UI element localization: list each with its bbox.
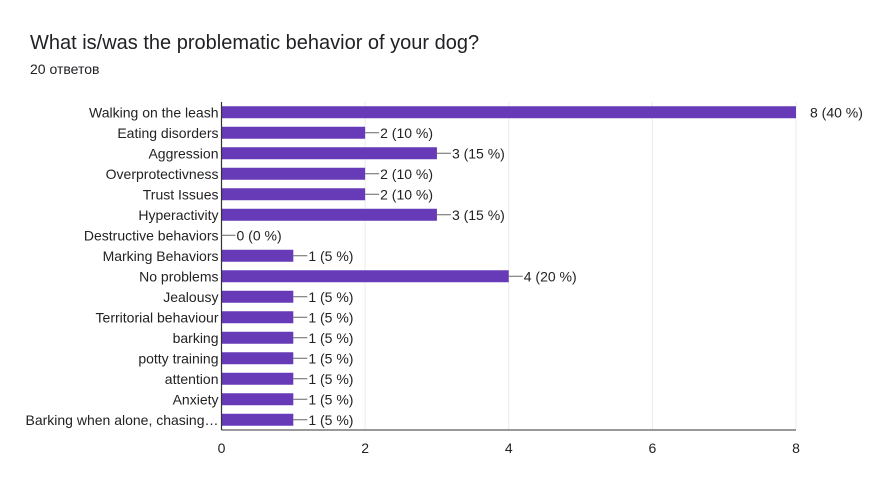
data-label-5: 3 (15 %): [452, 207, 505, 223]
data-label-8: 4 (20 %): [524, 268, 577, 284]
category-label-15: Barking when alone, chasing…: [25, 412, 218, 428]
category-label-6: Destructive behaviors: [84, 227, 219, 243]
x-tick-label-6: 6: [648, 440, 656, 456]
bar-8: [221, 270, 509, 283]
data-label-7: 1 (5 %): [308, 248, 353, 264]
labels: 0 2 4 6 8 Walking on the leash 8 (40 %) Eating …: [25, 104, 862, 456]
data-label-12: 1 (5 %): [308, 350, 353, 366]
response-count: 20 ответов: [30, 61, 100, 77]
category-label-3: Overprotectivness: [106, 166, 219, 182]
bar-7: [221, 249, 294, 262]
bar-2: [221, 147, 437, 160]
category-label-14: Anxiety: [173, 391, 219, 407]
data-label-11: 1 (5 %): [308, 330, 353, 346]
category-label-5: Hyperactivity: [138, 207, 218, 223]
category-label-11: barking: [173, 330, 219, 346]
data-label-10: 1 (5 %): [308, 309, 353, 325]
x-tick-label-4: 4: [505, 440, 513, 456]
data-label-2: 3 (15 %): [452, 145, 505, 161]
bar-10: [221, 311, 294, 324]
data-label-15: 1 (5 %): [308, 412, 353, 428]
data-label-0: 8 (40 %): [810, 104, 863, 120]
bar-12: [221, 352, 294, 365]
bars: [221, 106, 796, 426]
data-label-4: 2 (10 %): [380, 186, 433, 202]
category-label-12: potty training: [138, 350, 218, 366]
category-label-2: Aggression: [148, 145, 218, 161]
axes: [220, 102, 796, 431]
bar-14: [221, 393, 294, 406]
bar-3: [221, 167, 366, 180]
bar-1: [221, 126, 366, 139]
x-tick-label-0: 0: [218, 440, 226, 456]
bar-15: [221, 413, 294, 426]
bar-0: [221, 106, 796, 119]
data-label-1: 2 (10 %): [380, 125, 433, 141]
category-label-4: Trust Issues: [143, 186, 219, 202]
category-label-8: No problems: [139, 268, 218, 284]
data-label-13: 1 (5 %): [308, 371, 353, 387]
x-tick-label-8: 8: [792, 440, 800, 456]
bar-9: [221, 290, 294, 303]
category-label-9: Jealousy: [163, 289, 218, 305]
x-tick-label-2: 2: [361, 440, 369, 456]
bar-13: [221, 372, 294, 385]
chart-title: What is/was the problematic behavior of …: [30, 32, 480, 54]
category-label-7: Marking Behaviors: [103, 248, 219, 264]
category-label-13: attention: [165, 371, 219, 387]
data-label-14: 1 (5 %): [308, 391, 353, 407]
bar-4: [221, 188, 366, 201]
data-label-3: 2 (10 %): [380, 166, 433, 182]
bar-5: [221, 208, 437, 221]
bar-11: [221, 331, 294, 344]
data-label-6: 0 (0 %): [237, 227, 282, 243]
category-label-0: Walking on the leash: [89, 104, 218, 120]
category-label-1: Eating disorders: [117, 125, 218, 141]
category-label-10: Territorial behaviour: [96, 309, 219, 325]
data-label-9: 1 (5 %): [308, 289, 353, 305]
